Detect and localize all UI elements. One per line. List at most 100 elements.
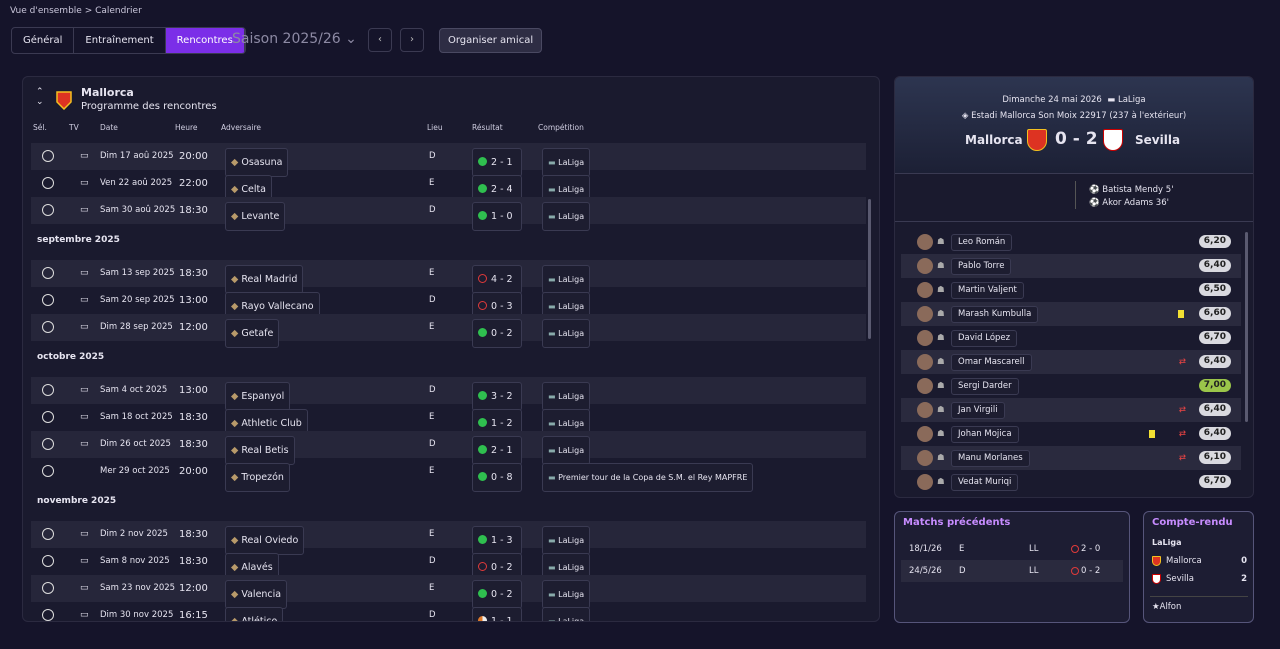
- competition-name: LaLiga: [558, 590, 585, 599]
- opponent[interactable]: ◆ Getafe: [225, 319, 280, 348]
- tab[interactable]: Entraînement: [74, 28, 166, 53]
- select-radio[interactable]: [42, 267, 54, 279]
- opponent[interactable]: ◆ Atlético: [225, 607, 284, 621]
- tab[interactable]: Rencontres: [165, 28, 245, 53]
- rating: 6,70: [1198, 331, 1231, 344]
- select-radio[interactable]: [42, 384, 54, 396]
- rating: 6,40: [1198, 259, 1231, 272]
- fixture-row[interactable]: ▭ Sam 30 aoû 2025 18:30 ◆ Levante D 1 - 0 ▬ La…: [31, 197, 866, 231]
- previous-row[interactable]: 18/1/26 E LL 2 - 0: [901, 538, 1123, 560]
- date: Sam 30 aoû 2025: [100, 205, 176, 215]
- result-score: 1 - 0: [491, 211, 513, 222]
- player-row[interactable]: ☗ David López 6,70: [901, 326, 1241, 350]
- avatar: [917, 378, 933, 394]
- yellow-card: [1149, 430, 1155, 438]
- opponent[interactable]: ◆ Levante: [225, 202, 286, 231]
- select-radio[interactable]: [42, 321, 54, 333]
- select-radio[interactable]: [42, 582, 54, 594]
- fixture-row[interactable]: ▭ Sam 18 oct 2025 18:30 ◆ Athletic Club E 1 -…: [31, 404, 866, 438]
- player-name: Johan Mojica: [951, 426, 1019, 443]
- select-radio[interactable]: [42, 294, 54, 306]
- select-radio[interactable]: [42, 150, 54, 162]
- fixture-row[interactable]: Mer 29 oct 2025 20:00 ◆ Tropezón E 0 - 8 ▬ Pr…: [31, 458, 866, 492]
- opponent[interactable]: ◆ Real Betis: [225, 436, 295, 465]
- opponent[interactable]: ◆ Tropezón: [225, 463, 290, 492]
- avatar: [917, 306, 933, 322]
- player-name: Leo Román: [951, 234, 1013, 251]
- away-fans: (237 à l'extérieur): [1109, 111, 1187, 121]
- result-dot: [478, 562, 487, 571]
- select-radio[interactable]: [42, 555, 54, 567]
- substitution: ⇄: [1178, 357, 1186, 367]
- select-radio[interactable]: [42, 528, 54, 540]
- season-label: Saison 2025/26: [232, 31, 341, 47]
- player-row[interactable]: ☗ Martin Valjent 6,50: [901, 278, 1241, 302]
- player-row[interactable]: ☗ Manu Morlanes ⇄ 6,10: [901, 446, 1241, 470]
- fixture-row[interactable]: ▭ Sam 8 nov 2025 18:30 ◆ Alavés D 0 - 2 ▬ LaLi…: [31, 548, 866, 582]
- month-header: octobre 2025: [37, 352, 105, 362]
- scrollbar[interactable]: [868, 199, 871, 339]
- column-header: Heure: [175, 123, 198, 132]
- fixture-row[interactable]: ▭ Dim 30 nov 2025 16:15 ◆ Atlético D 1 - 1 ▬ L…: [31, 602, 866, 621]
- competition-name: LaLiga: [558, 275, 585, 284]
- previous-row[interactable]: 24/5/26 D LL 0 - 2: [901, 560, 1123, 582]
- player-row[interactable]: ☗ Leo Román 6,20: [901, 230, 1241, 254]
- crumb[interactable]: Calendrier: [95, 6, 142, 16]
- fixture-row[interactable]: ▭ Sam 23 nov 2025 12:00 ◆ Valencia E 0 - 2 ▬ L…: [31, 575, 866, 609]
- player-row[interactable]: ☗ Vedat Muriqi 6,70: [901, 470, 1241, 494]
- player-row[interactable]: ☗ Marash Kumbulla 6,60: [901, 302, 1241, 326]
- fixture-row[interactable]: ▭ Dim 17 aoû 2025 20:00 ◆ Osasuna D 2 - 1 ▬ La…: [31, 143, 866, 177]
- fixture-row[interactable]: ▭ Dim 2 nov 2025 18:30 ◆ Real Oviedo E 1 - 3 ▬…: [31, 521, 866, 555]
- player-row[interactable]: ☗ Pablo Torre 6,40: [901, 254, 1241, 278]
- fixture-row[interactable]: ▭ Sam 20 sep 2025 13:00 ◆ Rayo Vallecano D 0 …: [31, 287, 866, 321]
- role-icon: ☗: [937, 477, 945, 487]
- opponent[interactable]: ◆ Real Madrid: [225, 265, 304, 294]
- next[interactable]: ›: [400, 28, 424, 52]
- season[interactable]: Saison 2025/26 ⌄: [232, 31, 357, 47]
- rating: 6,40: [1198, 355, 1231, 368]
- player-name: Omar Mascarell: [951, 354, 1032, 371]
- fixture-row[interactable]: ▭ Dim 28 sep 2025 12:00 ◆ Getafe E 0 - 2 ▬ LaL…: [31, 314, 866, 348]
- scrollbar[interactable]: [1245, 232, 1248, 422]
- player-row[interactable]: ☗ Johan Mojica ⇄ 6,40: [901, 422, 1241, 446]
- friendly-button[interactable]: Organiser amical: [439, 28, 543, 53]
- tv-icon: ▭: [80, 583, 89, 593]
- player-name: Jan Virgili: [951, 402, 1005, 419]
- venue: D: [429, 295, 436, 305]
- select-radio[interactable]: [42, 465, 54, 477]
- result-dot: [478, 391, 487, 400]
- opponent[interactable]: ◆ Real Oviedo: [225, 526, 305, 555]
- select-radio[interactable]: [42, 609, 54, 621]
- divider: [1075, 181, 1076, 209]
- time: 22:00: [179, 178, 208, 189]
- player-row[interactable]: ☗ Jan Virgili ⇄ 6,40: [901, 398, 1241, 422]
- player-row[interactable]: ☗ Omar Mascarell ⇄ 6,40: [901, 350, 1241, 374]
- select-radio[interactable]: [42, 204, 54, 216]
- select-radio[interactable]: [42, 438, 54, 450]
- result: 0 - 8: [472, 463, 522, 492]
- column-header: Sél.: [33, 123, 47, 132]
- role-icon: ☗: [937, 357, 945, 367]
- fixture-row[interactable]: ▭ Dim 26 oct 2025 18:30 ◆ Real Betis D 2 - 1 ▬…: [31, 431, 866, 465]
- column-header: Résultat: [472, 123, 503, 132]
- prev[interactable]: ‹: [368, 28, 392, 52]
- divider: [895, 221, 1253, 222]
- fixture-row[interactable]: ▭ Sam 13 sep 2025 18:30 ◆ Real Madrid E 4 - 2…: [31, 260, 866, 294]
- opponent[interactable]: ◆ Espanyol: [225, 382, 291, 411]
- fixture-row[interactable]: ▭ Sam 4 oct 2025 13:00 ◆ Espanyol D 3 - 2 ▬ La…: [31, 377, 866, 411]
- collapse[interactable]: ⌃ ⌄: [36, 87, 44, 107]
- player-name: Vedat Muriqi: [951, 474, 1019, 491]
- fixture-row[interactable]: ▭ Ven 22 aoû 2025 22:00 ◆ Celta E 2 - 4 ▬ LaLi…: [31, 170, 866, 204]
- player-name: Alfon: [1159, 602, 1182, 612]
- stadium: Estadi Mallorca Son Moix: [971, 111, 1077, 121]
- previous-venue: E: [959, 544, 965, 554]
- competition-name: LaLiga: [558, 212, 585, 221]
- player-row[interactable]: ☗ Sergi Darder 7,00: [901, 374, 1241, 398]
- crumb[interactable]: Vue d'ensemble: [10, 6, 82, 16]
- date: Dim 26 oct 2025: [100, 439, 171, 449]
- tab[interactable]: Général: [12, 28, 75, 53]
- select-radio[interactable]: [42, 411, 54, 423]
- select-radio[interactable]: [42, 177, 54, 189]
- opponent[interactable]: ◆ Osasuna: [225, 148, 289, 177]
- match-meta: Dimanche 24 mai 2026 ▬ LaLiga: [1002, 95, 1146, 105]
